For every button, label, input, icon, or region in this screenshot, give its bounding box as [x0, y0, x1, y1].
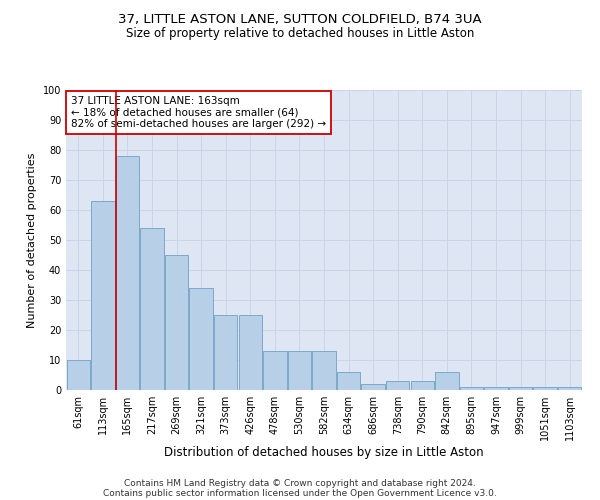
Bar [337, 372, 360, 390]
Bar [361, 384, 385, 390]
Text: 37 LITTLE ASTON LANE: 163sqm
← 18% of detached houses are smaller (64)
82% of se: 37 LITTLE ASTON LANE: 163sqm ← 18% of de… [71, 96, 326, 129]
X-axis label: Distribution of detached houses by size in Little Aston: Distribution of detached houses by size … [164, 446, 484, 459]
Bar [460, 387, 483, 390]
Text: Contains HM Land Registry data © Crown copyright and database right 2024.: Contains HM Land Registry data © Crown c… [124, 478, 476, 488]
Bar [190, 288, 213, 390]
Text: 37, LITTLE ASTON LANE, SUTTON COLDFIELD, B74 3UA: 37, LITTLE ASTON LANE, SUTTON COLDFIELD,… [118, 12, 482, 26]
Bar [558, 387, 581, 390]
Bar [91, 201, 115, 390]
Bar [140, 228, 164, 390]
Bar [67, 360, 90, 390]
Bar [214, 315, 238, 390]
Bar [410, 381, 434, 390]
Bar [509, 387, 532, 390]
Bar [239, 315, 262, 390]
Bar [484, 387, 508, 390]
Bar [288, 351, 311, 390]
Bar [116, 156, 139, 390]
Bar [165, 255, 188, 390]
Text: Size of property relative to detached houses in Little Aston: Size of property relative to detached ho… [126, 28, 474, 40]
Bar [313, 351, 335, 390]
Bar [533, 387, 557, 390]
Bar [386, 381, 409, 390]
Y-axis label: Number of detached properties: Number of detached properties [27, 152, 37, 328]
Text: Contains public sector information licensed under the Open Government Licence v3: Contains public sector information licen… [103, 488, 497, 498]
Bar [435, 372, 458, 390]
Bar [263, 351, 287, 390]
